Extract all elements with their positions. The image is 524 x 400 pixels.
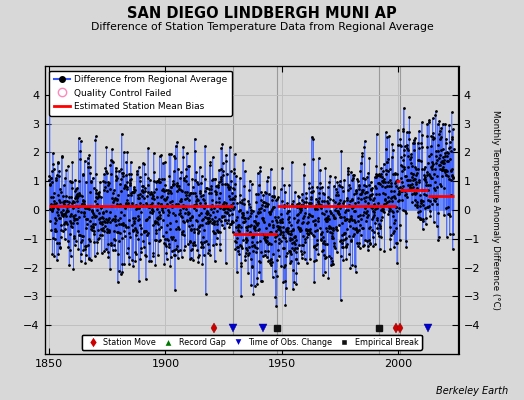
Text: SAN DIEGO LINDBERGH MUNI AP: SAN DIEGO LINDBERGH MUNI AP (127, 6, 397, 21)
Y-axis label: Monthly Temperature Anomaly Difference (°C): Monthly Temperature Anomaly Difference (… (491, 110, 500, 310)
Text: Berkeley Earth: Berkeley Earth (436, 386, 508, 396)
Legend: Station Move, Record Gap, Time of Obs. Change, Empirical Break: Station Move, Record Gap, Time of Obs. C… (82, 334, 421, 350)
Text: Difference of Station Temperature Data from Regional Average: Difference of Station Temperature Data f… (91, 22, 433, 32)
